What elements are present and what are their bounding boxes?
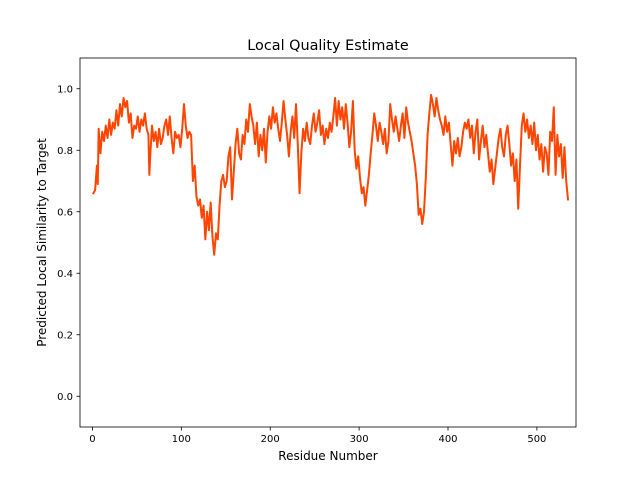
y-tick-label: 0.0 xyxy=(57,392,73,403)
x-tick-label: 500 xyxy=(527,434,546,445)
y-tick-label: 1.0 xyxy=(57,84,73,95)
chart-title: Local Quality Estimate xyxy=(247,38,409,54)
y-tick-label: 0.6 xyxy=(57,207,73,218)
axes-background xyxy=(80,58,576,427)
y-tick-label: 0.4 xyxy=(57,269,73,280)
series-line xyxy=(91,93,570,256)
x-tick-label: 0 xyxy=(89,434,95,445)
series-layer xyxy=(91,93,570,256)
x-axis-label: Residue Number xyxy=(278,449,377,463)
x-tick-label: 100 xyxy=(172,434,191,445)
ticks-layer: 0 100 200 300 400 500 0.0 0.2 0.4 0.6 0.8 1.0 xyxy=(57,84,546,445)
y-tick-label: 0.8 xyxy=(57,146,73,157)
y-axis-label: Predicted Local Similarity to Target xyxy=(35,138,49,347)
x-tick-label: 200 xyxy=(261,434,280,445)
plot-area xyxy=(80,58,576,427)
x-tick-label: 300 xyxy=(350,434,369,445)
x-tick-label: 400 xyxy=(438,434,457,445)
axes-frame xyxy=(79,57,577,428)
y-tick-label: 0.2 xyxy=(57,330,73,341)
